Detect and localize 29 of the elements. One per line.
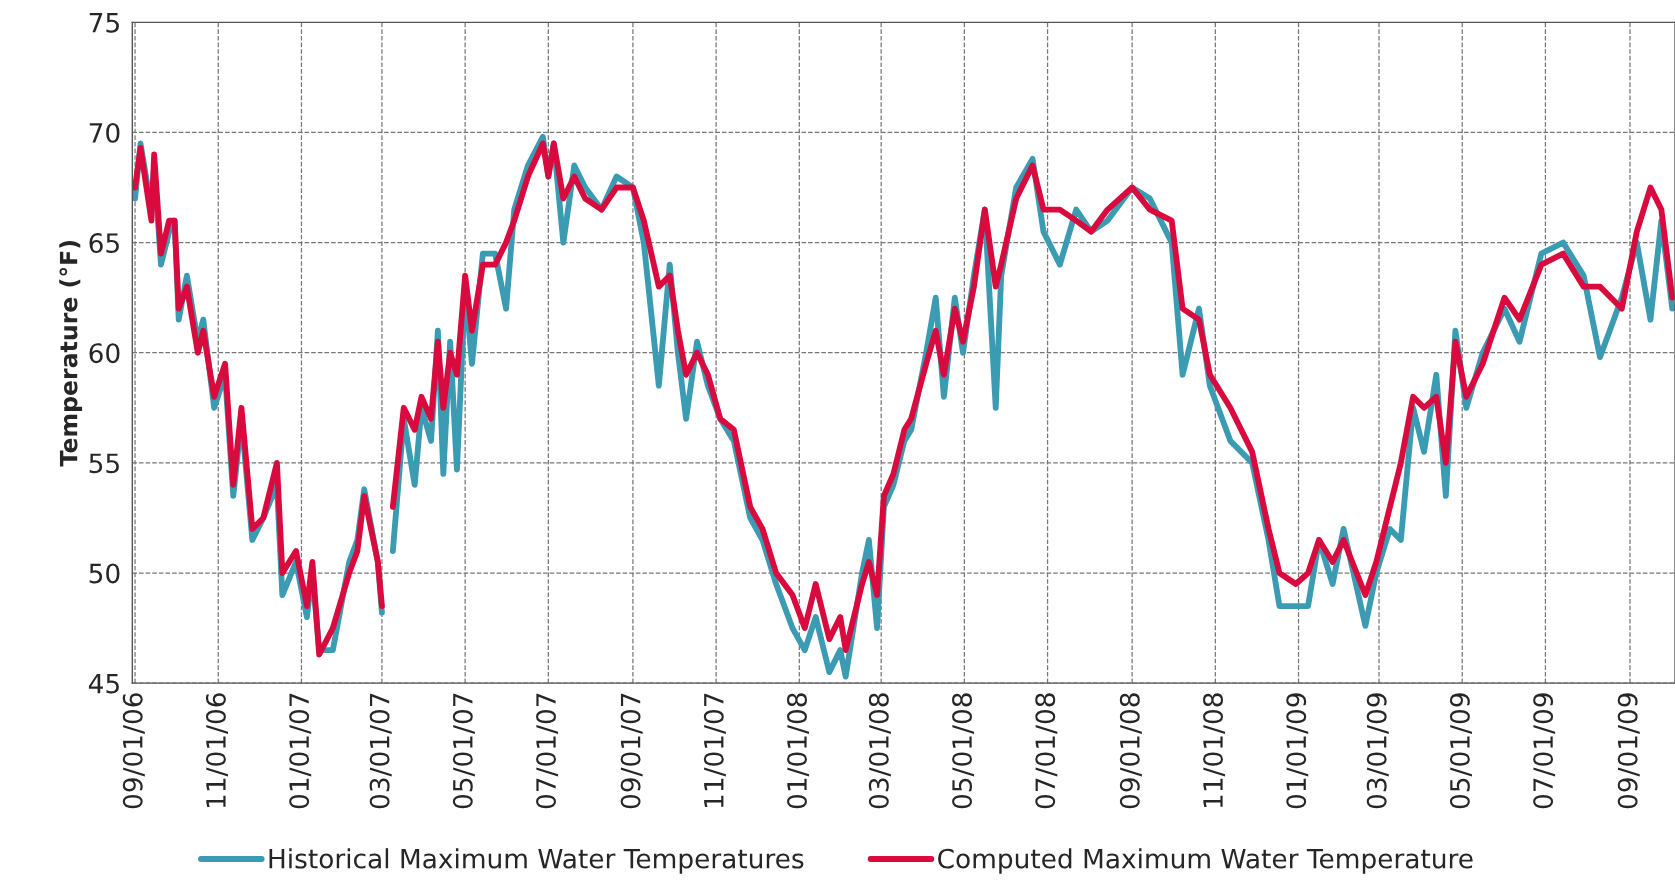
x-tick-label: 07/01/09	[1533, 693, 1556, 809]
y-tick-label: 60	[89, 343, 120, 364]
y-tick-label: 70	[89, 122, 120, 143]
y-tick-label: 50	[89, 563, 120, 584]
y-tick-label: 65	[89, 233, 119, 253]
y-tick-label: 55	[89, 453, 119, 474]
legend-label: Computed Maximum Water Temperature	[938, 848, 1473, 874]
x-tick-label: 07/01/08	[1035, 693, 1058, 809]
x-tick-label: 07/01/07	[536, 693, 559, 809]
x-tick-label: 03/01/09	[1366, 693, 1389, 809]
x-tick-label: 11/01/06	[205, 693, 228, 808]
x-tick-label: 01/01/09	[1286, 693, 1309, 809]
x-tick-label: 03/01/08	[868, 693, 891, 809]
legend-label: Historical Maximum Water Temperatures	[269, 848, 804, 874]
x-tick-label: 05/01/07	[452, 693, 475, 809]
x-tick-label: 09/01/07	[620, 693, 643, 809]
y-tick-label: 75	[89, 13, 119, 33]
x-tick-label: 09/01/06	[122, 693, 145, 809]
x-tick-label: 01/01/08	[787, 693, 810, 809]
x-tick-label: 03/01/07	[369, 693, 392, 809]
x-tick-label: 09/01/08	[1119, 693, 1142, 809]
x-tick-label: 05/01/09	[1449, 693, 1472, 809]
y-axis-title: Temperature (°F)	[59, 240, 83, 467]
x-tick-label: 09/01/09	[1617, 693, 1640, 809]
x-tick-label: 01/01/07	[289, 693, 312, 809]
x-tick-label: 11/01/08	[1203, 693, 1226, 808]
x-tick-label: 05/01/08	[952, 693, 975, 809]
x-tick-label: 11/01/07	[703, 693, 726, 808]
y-tick-label: 45	[88, 673, 119, 694]
